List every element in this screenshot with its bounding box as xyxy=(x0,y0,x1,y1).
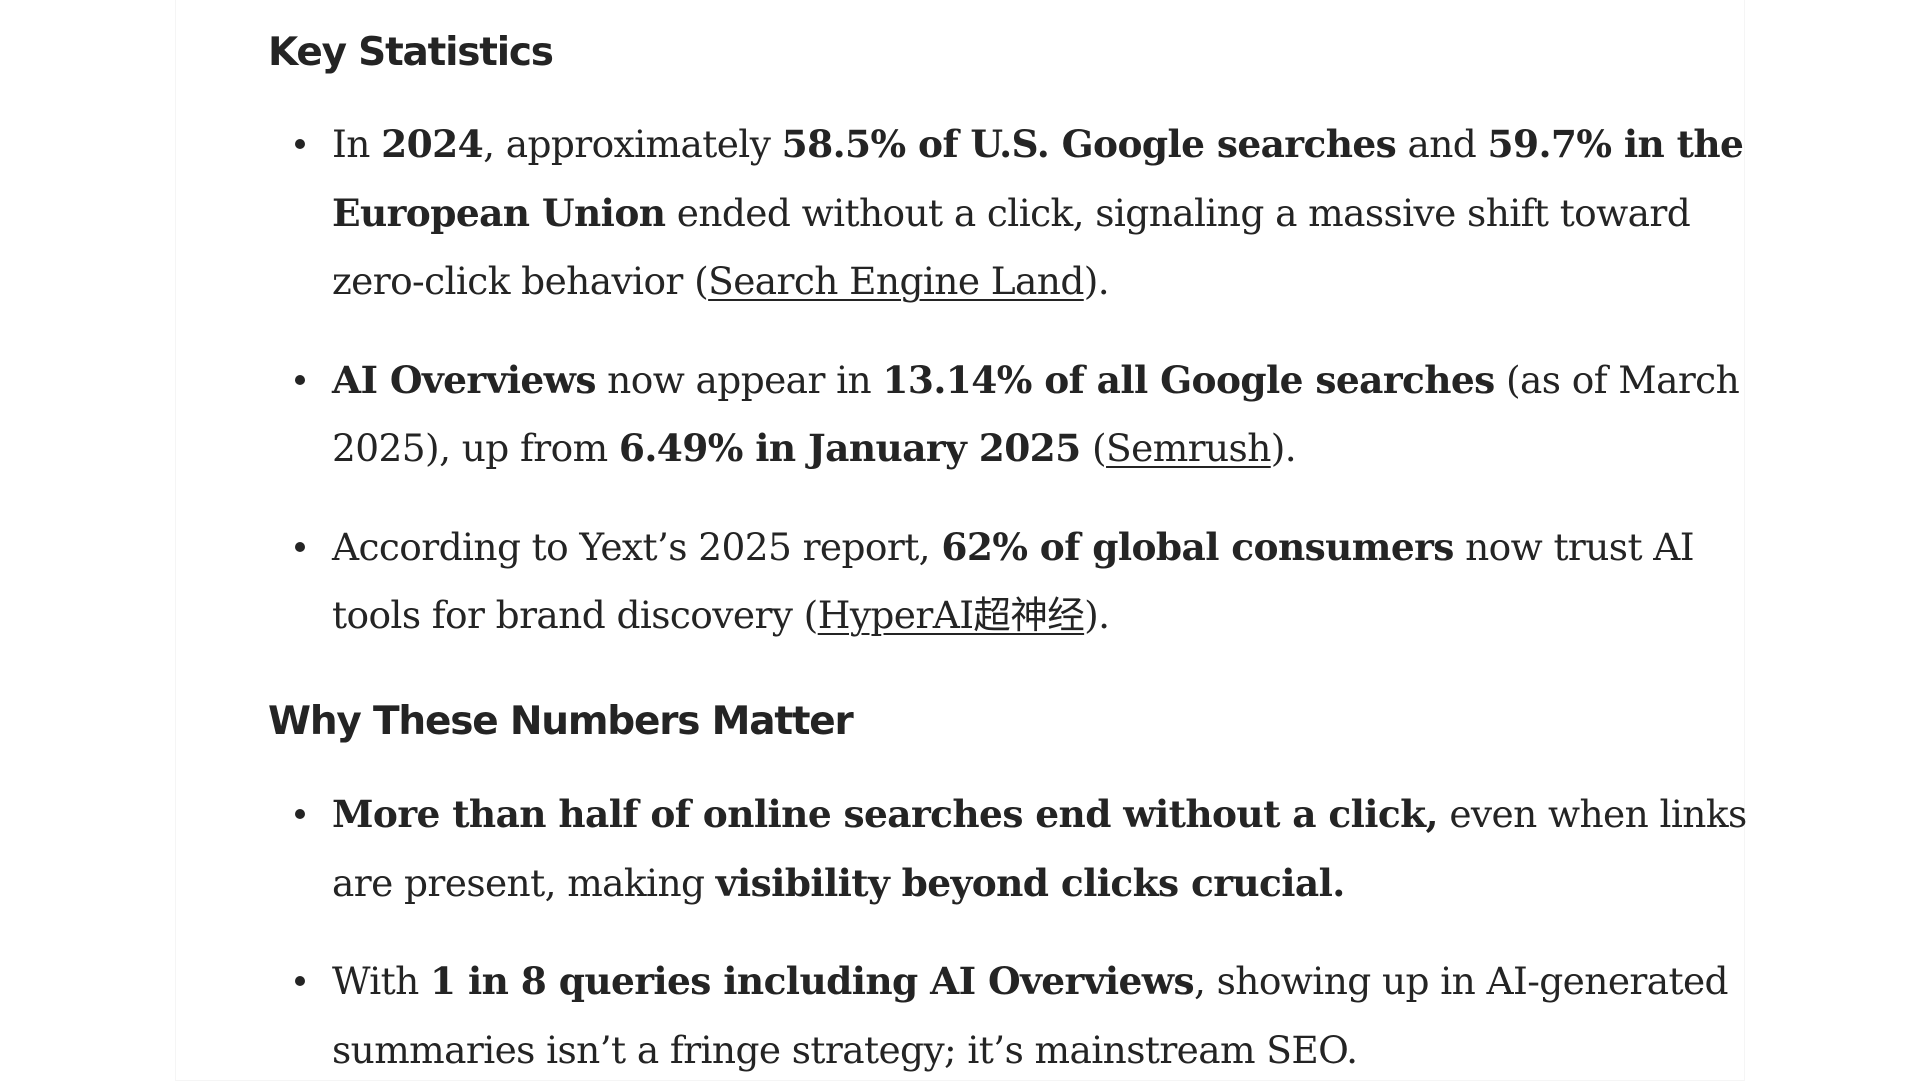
body-text: summaries isn’t a fringe strategy; it’s … xyxy=(332,1028,1357,1072)
text-line: 2025), up from 6.49% in January 2025 (Se… xyxy=(332,414,1920,483)
text-line: European Union ended without a click, si… xyxy=(332,179,1920,248)
body-text: ( xyxy=(1081,426,1106,470)
section-heading-key-statistics: Key Statistics xyxy=(268,30,553,77)
text-line: tools for brand discovery (HyperAI超神经). xyxy=(332,581,1920,650)
body-text: now trust AI xyxy=(1454,525,1694,569)
bold-text: 1 in 8 queries including AI Overviews xyxy=(430,959,1194,1003)
body-text: ). xyxy=(1271,426,1296,470)
body-text: , showing up in AI-generated xyxy=(1194,959,1728,1003)
section-heading-why-numbers-matter: Why These Numbers Matter xyxy=(268,699,853,746)
key-statistics-list: In 2024, approximately 58.5% of U.S. Goo… xyxy=(268,110,1708,650)
bold-text: 58.5% of U.S. Google searches xyxy=(782,122,1397,166)
text-line: With 1 in 8 queries including AI Overvie… xyxy=(332,947,1920,1016)
text-line: zero-click behavior (Search Engine Land)… xyxy=(332,247,1920,316)
body-text: 2025), up from xyxy=(332,426,619,470)
text-line: summaries isn’t a fringe strategy; it’s … xyxy=(332,1016,1920,1084)
bold-text: 6.49% in January 2025 xyxy=(619,426,1081,470)
bold-text: visibility beyond clicks crucial. xyxy=(716,861,1345,905)
source-link[interactable]: Search Engine Land xyxy=(708,259,1084,303)
body-text: are present, making xyxy=(332,861,716,905)
bold-text: More than half of online searches end wi… xyxy=(332,792,1438,836)
bold-text: AI Overviews xyxy=(332,358,596,402)
list-item: According to Yext’s 2025 report, 62% of … xyxy=(268,513,1920,650)
list-item: With 1 in 8 queries including AI Overvie… xyxy=(268,947,1920,1084)
bullet-icon xyxy=(295,375,305,385)
bullet-icon xyxy=(295,976,305,986)
body-text: ended without a click, signaling a massi… xyxy=(665,191,1690,235)
body-text: even when links xyxy=(1438,792,1747,836)
bold-text: European Union xyxy=(332,191,665,235)
body-text: now appear in xyxy=(596,358,883,402)
body-text: (as of March xyxy=(1495,358,1739,402)
body-text: In xyxy=(332,122,381,166)
bold-text: 13.14% of all Google searches xyxy=(882,358,1494,402)
text-line: More than half of online searches end wi… xyxy=(332,780,1920,849)
body-text: ). xyxy=(1084,593,1109,637)
bold-text: 59.7% in the xyxy=(1487,122,1743,166)
body-text: With xyxy=(332,959,430,1003)
body-text: According to Yext’s 2025 report, xyxy=(332,525,941,569)
text-line: AI Overviews now appear in 13.14% of all… xyxy=(332,346,1920,415)
why-numbers-matter-list: More than half of online searches end wi… xyxy=(268,780,1708,1084)
bullet-icon xyxy=(295,542,305,552)
bold-text: 2024 xyxy=(381,122,483,166)
text-line: According to Yext’s 2025 report, 62% of … xyxy=(332,513,1920,582)
bold-text: 62% of global consumers xyxy=(941,525,1453,569)
list-item: More than half of online searches end wi… xyxy=(268,780,1920,917)
source-link[interactable]: Semrush xyxy=(1106,426,1271,470)
list-item: AI Overviews now appear in 13.14% of all… xyxy=(268,346,1920,483)
body-text: zero-click behavior ( xyxy=(332,259,708,303)
body-text: , approximately xyxy=(483,122,782,166)
text-line: In 2024, approximately 58.5% of U.S. Goo… xyxy=(332,110,1920,179)
bullet-icon xyxy=(295,139,305,149)
body-text: tools for brand discovery ( xyxy=(332,593,818,637)
text-line: are present, making visibility beyond cl… xyxy=(332,849,1920,918)
list-item: In 2024, approximately 58.5% of U.S. Goo… xyxy=(268,110,1920,316)
body-text: and xyxy=(1396,122,1487,166)
bullet-icon xyxy=(295,809,305,819)
body-text: ). xyxy=(1084,259,1109,303)
source-link[interactable]: HyperAI超神经 xyxy=(818,593,1084,637)
